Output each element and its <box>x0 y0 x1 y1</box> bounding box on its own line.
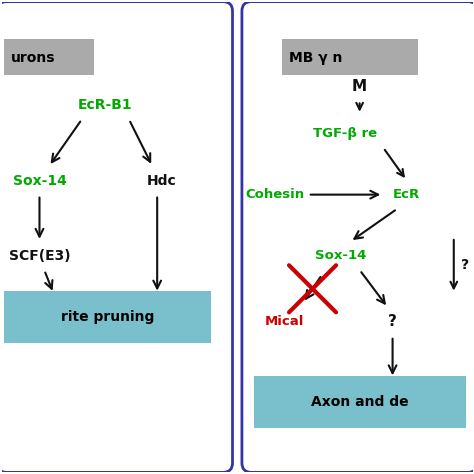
Text: Hdc: Hdc <box>147 173 177 188</box>
Text: Cohesin: Cohesin <box>246 188 304 201</box>
Text: ?: ? <box>388 314 397 329</box>
FancyBboxPatch shape <box>0 1 233 473</box>
FancyBboxPatch shape <box>4 291 211 343</box>
Text: M: M <box>352 79 367 94</box>
Text: Axon and de: Axon and de <box>311 395 409 409</box>
Text: EcR: EcR <box>393 188 420 201</box>
FancyBboxPatch shape <box>242 1 474 473</box>
FancyBboxPatch shape <box>4 39 94 74</box>
FancyBboxPatch shape <box>282 39 419 74</box>
Text: ?: ? <box>461 258 469 272</box>
Text: TGF-β re: TGF-β re <box>313 127 378 140</box>
Text: Mical: Mical <box>264 315 304 328</box>
Text: urons: urons <box>11 51 56 65</box>
FancyBboxPatch shape <box>254 376 465 428</box>
Text: SCF(E3): SCF(E3) <box>9 249 70 263</box>
Text: EcR-B1: EcR-B1 <box>78 98 133 112</box>
Text: Sox-14: Sox-14 <box>12 173 66 188</box>
Text: MB γ n: MB γ n <box>289 51 342 65</box>
Text: rite pruning: rite pruning <box>61 310 155 324</box>
Text: Sox-14: Sox-14 <box>315 249 366 262</box>
